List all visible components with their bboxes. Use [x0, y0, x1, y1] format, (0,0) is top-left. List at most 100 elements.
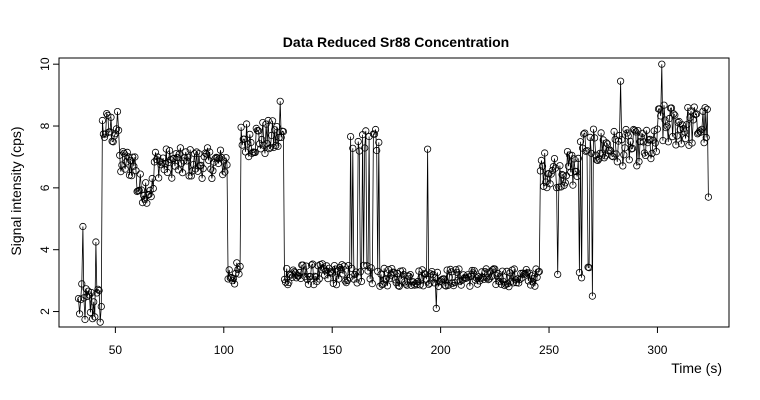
data-point	[267, 131, 276, 139]
data-point	[281, 278, 290, 286]
data-point	[430, 279, 438, 287]
data-point	[90, 298, 98, 306]
data-point	[432, 304, 440, 312]
data-point	[382, 274, 390, 283]
data-point	[510, 265, 518, 273]
data-point	[208, 174, 216, 182]
data-point	[616, 77, 625, 85]
data-point	[458, 276, 466, 284]
data-point	[670, 110, 678, 118]
data-point	[692, 110, 701, 118]
data-point	[635, 158, 643, 166]
data-point	[176, 144, 184, 152]
data-point	[625, 156, 633, 164]
data-point	[255, 140, 264, 148]
data-point	[279, 128, 287, 136]
data-point	[606, 146, 614, 154]
data-point	[515, 279, 523, 287]
data-point	[580, 130, 588, 138]
data-point	[106, 128, 114, 136]
data-point	[618, 136, 626, 144]
data-point	[190, 150, 199, 158]
data-point	[653, 125, 662, 133]
data-point	[547, 170, 555, 178]
data-point	[324, 274, 332, 283]
data-point	[395, 282, 403, 290]
data-point	[85, 291, 94, 299]
data-point	[586, 133, 594, 141]
data-point	[647, 155, 655, 163]
data-point	[600, 154, 608, 162]
data-point	[313, 277, 321, 286]
data-point	[662, 124, 670, 132]
data-point	[285, 278, 293, 287]
data-point	[574, 154, 582, 162]
data-point	[339, 270, 347, 278]
data-point	[240, 135, 248, 143]
data-point	[673, 132, 681, 140]
data-point	[421, 270, 429, 278]
data-point	[172, 150, 180, 158]
data-point	[403, 281, 411, 289]
data-point	[550, 155, 559, 163]
data-point	[264, 116, 272, 125]
data-point	[631, 126, 639, 134]
y-tick-label: 4	[38, 246, 52, 253]
data-point	[361, 144, 369, 152]
data-point	[485, 275, 493, 283]
data-point	[651, 139, 659, 147]
data-point	[657, 112, 665, 120]
data-point	[154, 153, 162, 161]
data-point	[457, 281, 465, 289]
data-point	[664, 138, 672, 146]
data-point	[572, 167, 580, 176]
data-point	[585, 264, 593, 272]
data-point	[100, 133, 109, 141]
data-point	[688, 139, 696, 147]
data-point	[538, 162, 547, 170]
data-point	[247, 138, 255, 147]
data-point	[565, 151, 574, 159]
data-point	[507, 277, 515, 285]
data-point	[546, 180, 554, 188]
data-point	[661, 116, 669, 124]
data-point	[703, 105, 711, 113]
data-point	[149, 184, 157, 193]
data-point	[207, 165, 215, 173]
x-axis: 50 100 150 200 250 300	[109, 326, 668, 357]
data-point	[652, 148, 661, 156]
data-point	[399, 267, 407, 275]
data-point	[356, 268, 364, 276]
data-point	[354, 137, 362, 146]
x-tick-label: 300	[647, 343, 667, 357]
data-point	[668, 133, 677, 141]
data-point	[306, 272, 315, 281]
data-point	[91, 313, 99, 321]
data-point	[275, 133, 283, 142]
data-point	[140, 191, 148, 200]
data-point	[405, 272, 413, 280]
data-point	[449, 281, 458, 290]
data-point	[394, 282, 402, 290]
data-point	[663, 122, 671, 130]
data-point	[648, 149, 656, 157]
data-point	[93, 289, 101, 297]
data-point	[503, 267, 511, 275]
data-point	[674, 118, 682, 127]
data-point	[304, 280, 312, 288]
data-point	[620, 151, 628, 159]
data-point	[416, 281, 424, 289]
data-point	[237, 123, 245, 131]
data-point	[494, 269, 502, 278]
data-point	[183, 157, 191, 165]
data-point	[645, 136, 653, 144]
data-point	[536, 167, 545, 175]
data-point	[368, 279, 376, 288]
data-point	[531, 282, 539, 290]
data-point	[302, 262, 310, 270]
data-point	[377, 270, 385, 278]
data-point	[576, 138, 585, 146]
data-point	[605, 147, 613, 155]
data-point	[113, 108, 122, 116]
data-point	[659, 137, 667, 145]
